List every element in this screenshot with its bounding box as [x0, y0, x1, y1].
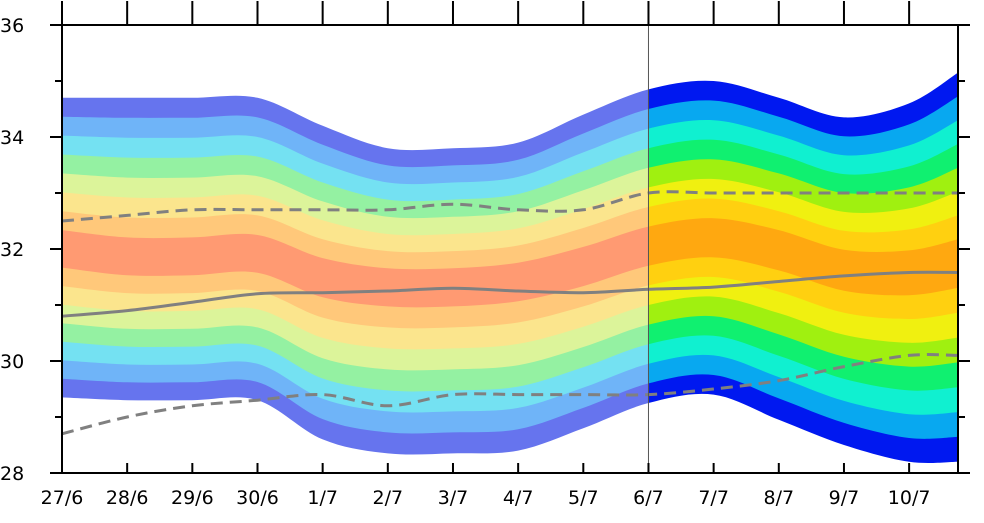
- fc-band-7: [648, 218, 958, 296]
- x-tick-label-12: 9/7: [829, 487, 860, 509]
- y-tick-label-30: 30: [0, 351, 24, 373]
- past-bands: [62, 89, 649, 455]
- y-tick-label-34: 34: [0, 127, 24, 149]
- y-tick-label-36: 36: [0, 15, 24, 37]
- series-line-1: [61, 270, 959, 318]
- axis-ticks: [50, 1, 970, 474]
- x-tick-label-1: 28/6: [106, 487, 149, 509]
- past-band-7: [62, 226, 649, 308]
- x-tick-label-6: 3/7: [438, 487, 469, 509]
- axis-labels: 27/6 28/6 29/6 30/6 1/7 2/7 3/7 4/7 5/7 6/7 7/7 8/7…: [0, 15, 930, 509]
- series-line-2: [61, 353, 959, 436]
- y-tick-label-32: 32: [0, 239, 24, 261]
- x-tick-label-8: 5/7: [568, 487, 599, 509]
- x-tick-label-7: 4/7: [503, 487, 534, 509]
- x-tick-label-2: 29/6: [171, 487, 214, 509]
- x-tick-label-10: 7/7: [698, 487, 729, 509]
- y-tick-label-28: 28: [0, 463, 24, 485]
- series-lines: [61, 190, 959, 436]
- x-tick-label-3: 30/6: [236, 487, 279, 509]
- x-tick-label-13: 10/7: [888, 487, 931, 509]
- series-line-0: [61, 190, 958, 223]
- x-tick-label-0: 27/6: [41, 487, 84, 509]
- x-tick-label-11: 8/7: [764, 487, 795, 509]
- fc-bands: [648, 72, 958, 464]
- forecast-bands: [62, 72, 958, 464]
- x-tick-label-5: 2/7: [373, 487, 404, 509]
- x-tick-label-4: 1/7: [307, 487, 338, 509]
- x-tick-label-9: 6/7: [633, 487, 664, 509]
